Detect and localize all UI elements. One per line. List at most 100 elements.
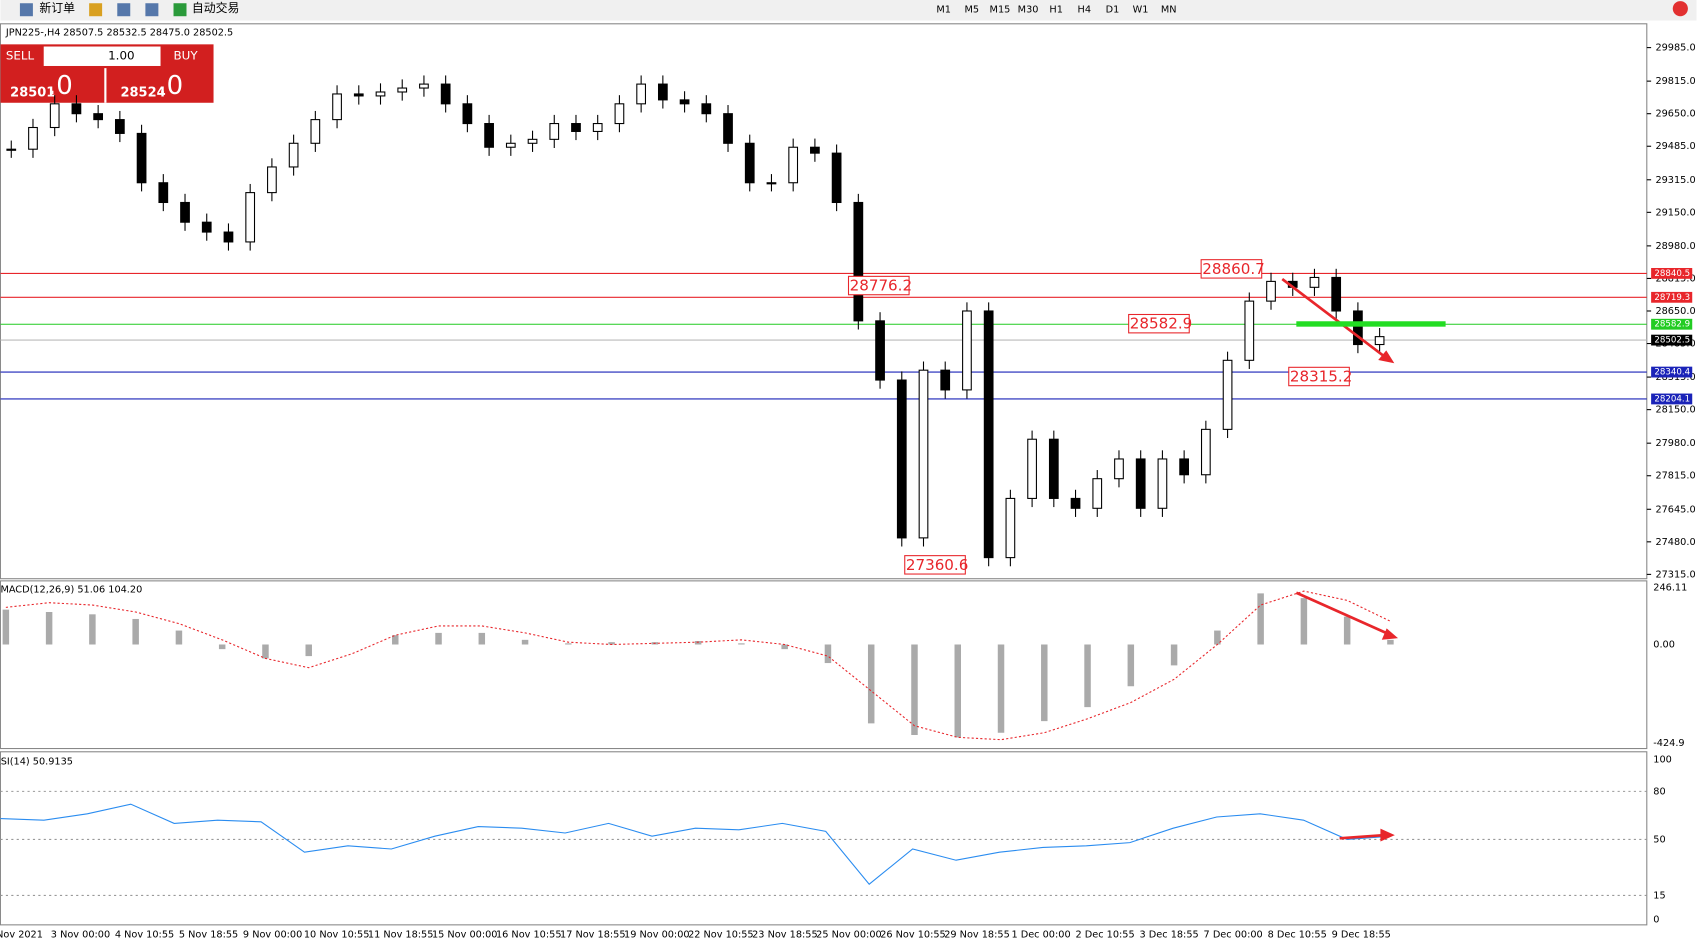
candle-body: [353, 93, 364, 97]
icon[interactable]: [117, 3, 131, 17]
candle-body: [940, 369, 951, 391]
price-tick-label: 27980.0: [1655, 438, 1695, 449]
candle-body: [180, 201, 190, 223]
arrow: [1295, 591, 1389, 636]
candle-body: [49, 103, 60, 129]
time-label: 26 Nov 10:55: [880, 930, 946, 940]
candle-body: [1005, 497, 1016, 559]
annotation-box: [1288, 366, 1350, 387]
time-label: 7 Dec 00:00: [1204, 930, 1263, 940]
level-tag: [1651, 393, 1693, 405]
candle-body: [918, 369, 929, 539]
time-label: 9 Nov 00:00: [243, 930, 302, 940]
candle-body: [1244, 300, 1255, 361]
timeframe-button[interactable]: M5: [965, 5, 980, 16]
trade-panel: SELL 1.00 BUY 28501 .0 28524 .0: [0, 44, 214, 103]
candle-body: [962, 310, 972, 391]
icon[interactable]: [145, 3, 159, 17]
candle-body: [114, 119, 125, 134]
arrow-head: [1378, 350, 1399, 842]
time-label: 5 Nov 18:55: [179, 930, 238, 940]
candle-body: [1179, 458, 1190, 476]
ask-fraction: .0: [158, 71, 183, 101]
auto-trading-button[interactable]: 自动交易: [192, 1, 239, 15]
candle-body: [1048, 438, 1059, 499]
candle-body: [158, 182, 169, 204]
timeframe-button[interactable]: M30: [1018, 5, 1039, 16]
price-tick-label: 27645.0: [1655, 504, 1695, 515]
icon[interactable]: [89, 3, 103, 17]
candle-body: [853, 201, 864, 322]
level-label: 28582.9: [1654, 320, 1690, 330]
time-label: 16 Nov 10:55: [496, 930, 562, 940]
candle-body: [288, 142, 299, 168]
time-label: 8 Dec 10:55: [1268, 930, 1327, 940]
macd-tick-label: 0.00: [1653, 639, 1675, 650]
sell-button[interactable]: SELL: [6, 49, 35, 63]
price-tick-label: 29650.0: [1655, 109, 1695, 120]
time-label: 9 Dec 18:55: [1332, 930, 1391, 940]
candle-body: [766, 182, 777, 185]
timeframe-button[interactable]: MN: [1161, 5, 1177, 16]
icon[interactable]: [173, 3, 187, 17]
candle-body: [332, 93, 342, 121]
candle-body: [592, 123, 603, 132]
candle-body: [744, 142, 755, 184]
candle-body: [896, 379, 907, 539]
rsi-tick-label: 0: [1653, 914, 1659, 925]
annotation-box: [1128, 313, 1190, 334]
time-label: 1 Dec 00:00: [1011, 930, 1070, 940]
candle-body: [723, 113, 733, 144]
timeframe-button[interactable]: H1: [1049, 5, 1063, 16]
time-label: 23 Nov 18:55: [752, 930, 818, 940]
notification[interactable]: [1672, 1, 1688, 17]
timeframe-button[interactable]: M1: [936, 5, 951, 16]
annotation-box: [904, 555, 966, 575]
candle-body: [1309, 276, 1320, 288]
timeframe-button[interactable]: D1: [1106, 5, 1120, 16]
timeframe-button[interactable]: W1: [1133, 5, 1149, 16]
candle-body: [1135, 458, 1146, 509]
price-tick-label: 29815.0: [1655, 76, 1695, 87]
rsi-line: [0, 803, 1391, 885]
ask-price: 28524: [121, 86, 166, 101]
level-tag: [1651, 366, 1693, 378]
macd-signal: [5, 590, 1391, 741]
rsi-tick-label: 100: [1653, 754, 1672, 765]
toolbar-icons: [19, 1, 1688, 17]
lot-box[interactable]: [43, 46, 161, 66]
candle-body: [679, 99, 690, 105]
price-tick-label: 28315.0: [1655, 372, 1695, 383]
candle-body: [1157, 458, 1168, 509]
candle-body: [1092, 478, 1103, 509]
candle-body: [223, 231, 234, 243]
new-order-button[interactable]: 新订单: [39, 1, 75, 15]
rsi-tick-label: 15: [1653, 890, 1665, 901]
time-label: 22 Nov 10:55: [688, 930, 754, 940]
symbol-ohlc: 28507.5 28532.5 28475.0 28502.5: [63, 27, 233, 38]
candle-body: [484, 123, 494, 148]
lot-size[interactable]: 1.00: [108, 49, 134, 63]
time-label: 11 Nov 18:55: [368, 930, 434, 940]
time-label: 15 Nov 00:00: [432, 930, 498, 940]
buy-button[interactable]: BUY: [174, 49, 199, 63]
time-label: 17 Nov 18:55: [560, 930, 626, 940]
candle-body: [397, 87, 408, 93]
candle-body: [1266, 280, 1276, 302]
time-label: Nov 2021: [0, 930, 43, 940]
timeframe-button[interactable]: M15: [990, 5, 1011, 16]
candle-body: [245, 192, 256, 243]
candle-body: [1222, 359, 1233, 430]
macd-tick-label: -424.9: [1653, 738, 1684, 749]
time-label: 2 Dec 10:55: [1075, 930, 1134, 940]
candle-body: [440, 83, 451, 105]
annotation: 28776.2: [850, 277, 913, 295]
macd-frame: [0, 580, 1648, 750]
level-tag: [1651, 334, 1693, 346]
icon[interactable]: [19, 3, 33, 17]
time-label: 10 Nov 10:55: [304, 930, 370, 940]
plot-layer: M1 M5 M15 M30 H1 H4 D1 W1 MN 29985.0 29815.0 29650.…: [0, 5, 1696, 940]
candle-body: [1070, 497, 1081, 509]
timeframe-button[interactable]: H4: [1078, 5, 1092, 16]
